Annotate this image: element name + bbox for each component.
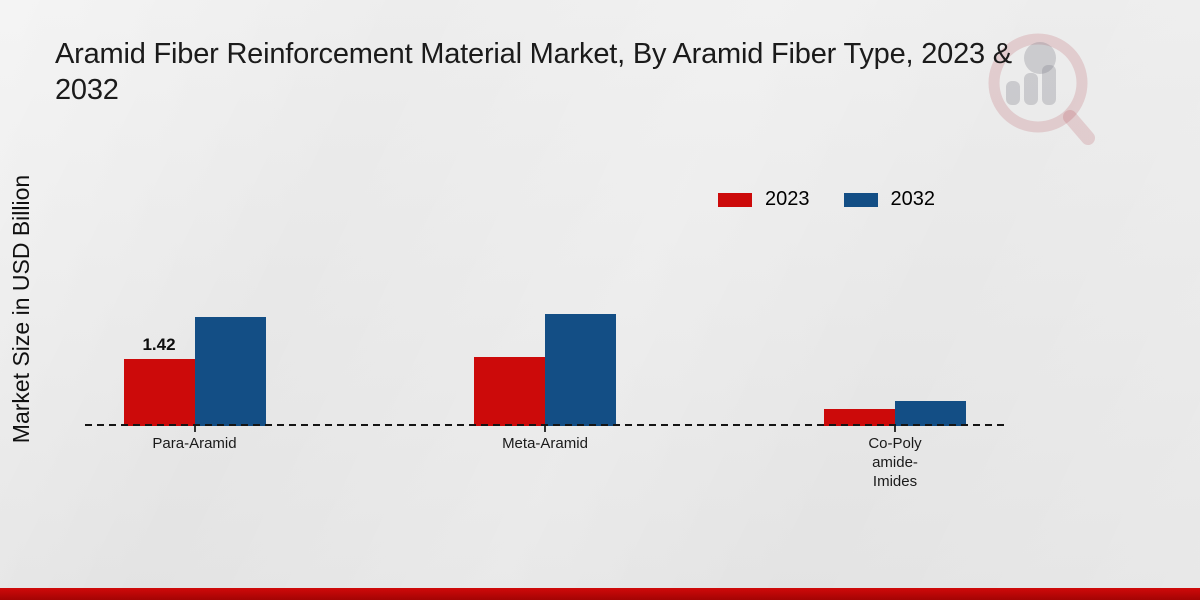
chart-title-line1: Aramid Fiber Reinforcement Material Mark… <box>55 38 1012 70</box>
legend-swatch-2023 <box>718 192 752 207</box>
x-axis-baseline <box>85 424 1006 426</box>
bar-2023-category-1 <box>474 357 545 426</box>
bar-2032-category-2 <box>895 401 966 426</box>
magnifier-handle-icon <box>1063 110 1095 145</box>
category-label-0: Para-Aramid <box>152 435 237 452</box>
chart-title: Aramid Fiber Reinforcement Material Mark… <box>55 36 1175 108</box>
legend-swatch-2032 <box>843 192 878 207</box>
category-label-2: Co-Poly amide- Imides <box>868 435 922 490</box>
logo-head-icon <box>1024 42 1056 74</box>
chart-title-line2: 2032 <box>55 74 119 106</box>
bar-2032-category-1 <box>545 314 616 426</box>
logo-bar-medium-icon <box>1024 73 1038 105</box>
x-axis-tick <box>193 426 196 432</box>
bar-2023-category-0 <box>123 359 195 426</box>
legend-item-2023: 2023 <box>718 188 810 211</box>
legend-item-2032: 2032 <box>843 188 936 211</box>
footer-red-band <box>0 588 1200 600</box>
magnifier-ring-icon <box>988 33 1088 133</box>
data-label-2023-Para-Aramid: 1.42 <box>142 335 176 354</box>
category-label-1: Meta-Aramid <box>502 435 588 452</box>
x-axis-tick <box>544 426 546 432</box>
logo-bar-small-icon <box>1006 81 1020 105</box>
legend-label-2023: 2023 <box>765 188 810 210</box>
bar-2032-category-0 <box>194 317 266 426</box>
bar-2023-category-2 <box>824 409 895 426</box>
logo-bar-large-icon <box>1042 65 1056 105</box>
legend-label-2032: 2032 <box>890 188 936 210</box>
legend: 2023 2032 <box>718 188 935 211</box>
x-axis-tick <box>894 426 896 432</box>
brand-logo-watermark <box>988 33 1095 145</box>
